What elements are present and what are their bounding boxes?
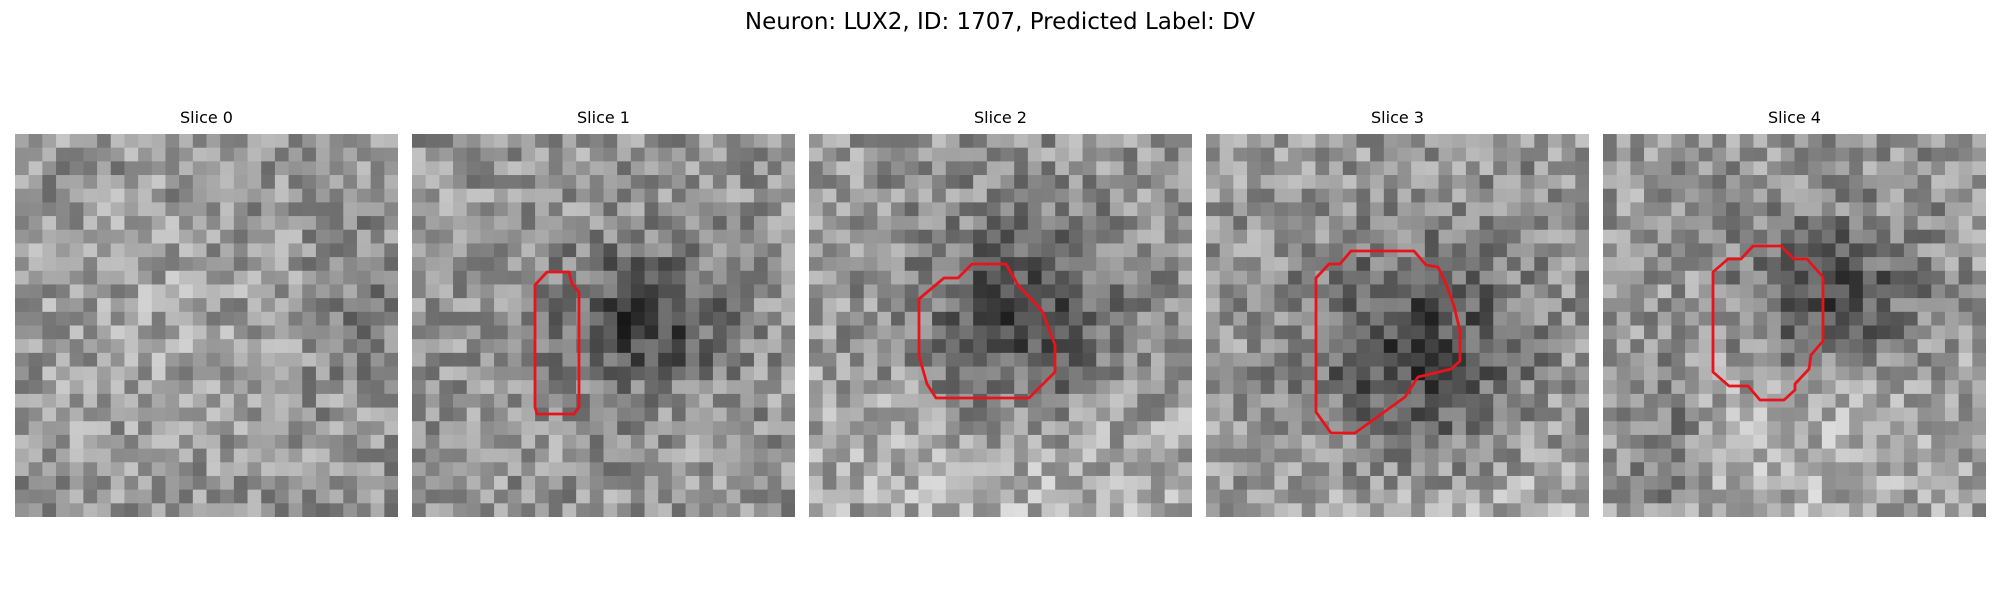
pixel-grid (412, 134, 795, 517)
slice-title: Slice 1 (577, 108, 630, 127)
roi-contour (533, 270, 581, 416)
slice-image (1603, 134, 1986, 517)
slice-panel-0: Slice 0 (15, 108, 398, 517)
roi-contour (1711, 244, 1825, 402)
slice-image (15, 134, 398, 517)
slice-image (809, 134, 1192, 517)
slice-title: Slice 4 (1768, 108, 1821, 127)
pixel-grid (15, 134, 398, 517)
slice-panel-1: Slice 1 (412, 108, 795, 517)
pixel-grid (1206, 134, 1589, 517)
slice-title: Slice 0 (180, 108, 233, 127)
roi-contour (917, 262, 1057, 400)
slice-title: Slice 2 (974, 108, 1027, 127)
pixel-grid (809, 134, 1192, 517)
slice-panel-4: Slice 4 (1603, 108, 1986, 517)
slice-image (1206, 134, 1589, 517)
figure-title: Neuron: LUX2, ID: 1707, Predicted Label:… (744, 9, 1256, 35)
slice-panel-3: Slice 3 (1206, 108, 1589, 517)
slice-title: Slice 3 (1371, 108, 1424, 127)
slice-panel-2: Slice 2 (809, 108, 1192, 517)
roi-contour (1314, 249, 1462, 435)
slice-image (412, 134, 795, 517)
pixel-grid (1603, 134, 1986, 517)
